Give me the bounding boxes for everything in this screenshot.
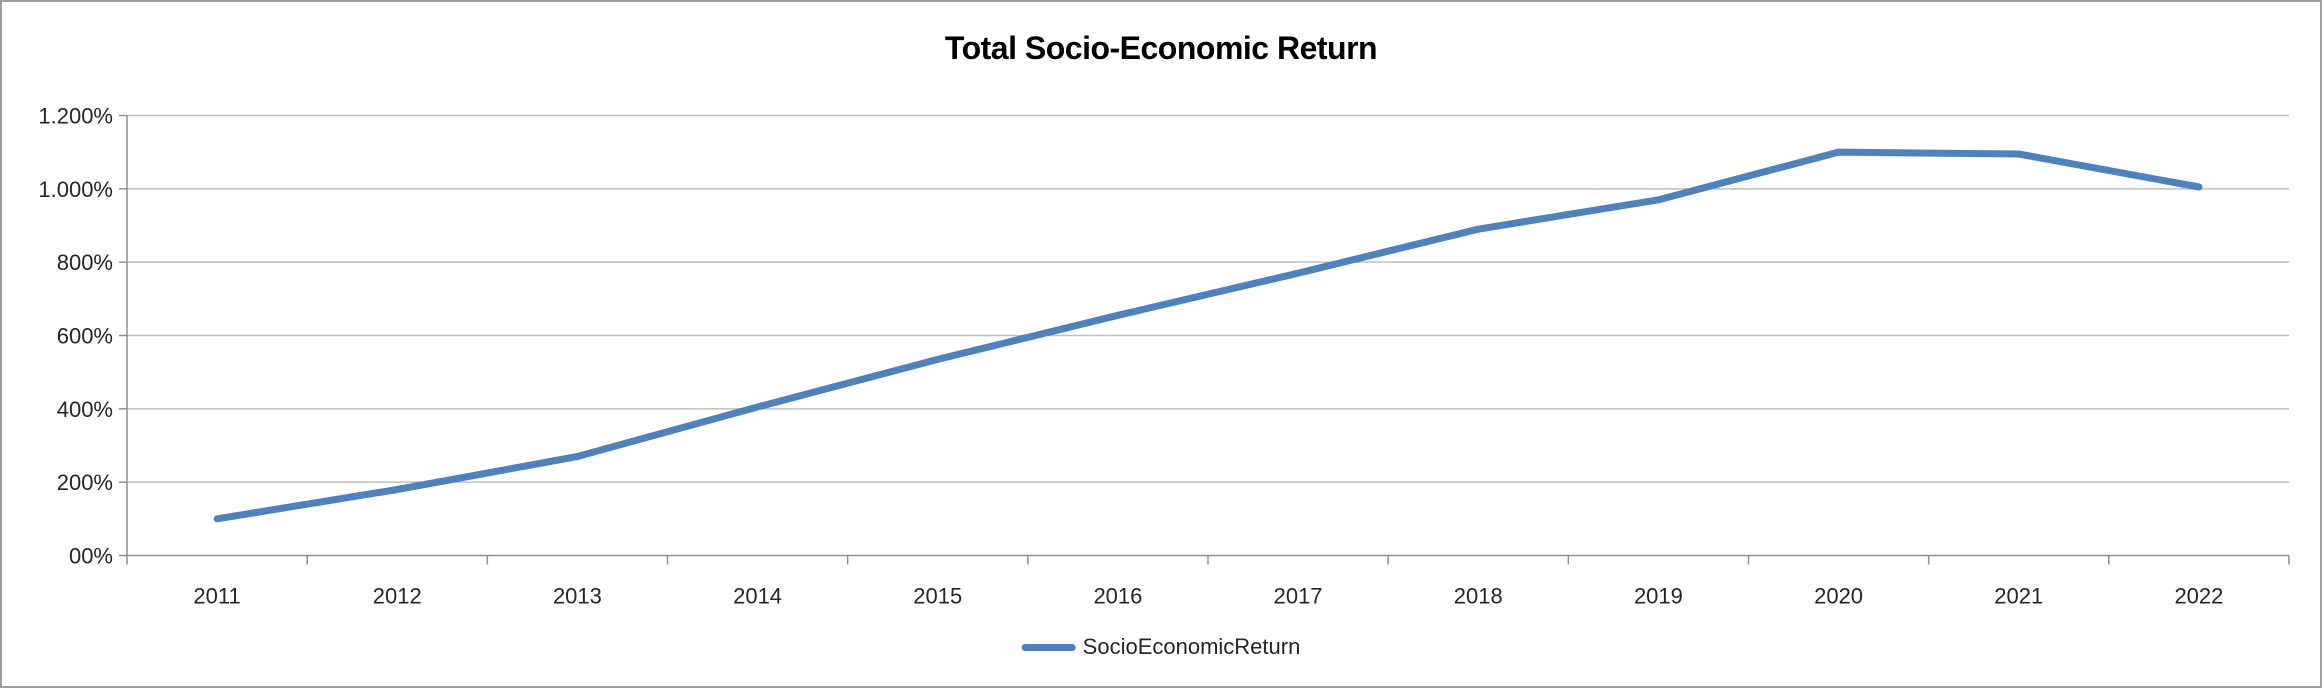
y-tick-label: 00% bbox=[69, 544, 113, 569]
legend-line-swatch bbox=[1021, 643, 1076, 651]
y-tick-label: 600% bbox=[57, 324, 113, 349]
legend: SocioEconomicReturn bbox=[1021, 634, 1301, 660]
series-line-socioeconomicreturn bbox=[213, 148, 2203, 523]
x-tick-label: 2019 bbox=[1634, 584, 1683, 609]
x-tick-label: 2014 bbox=[733, 584, 782, 609]
x-tick-label: 2015 bbox=[913, 584, 962, 609]
x-tick-label: 2018 bbox=[1454, 584, 1503, 609]
x-tick-label: 2017 bbox=[1274, 584, 1323, 609]
x-tick-label: 2012 bbox=[373, 584, 422, 609]
y-tick-label: 400% bbox=[57, 397, 113, 422]
legend-label: SocioEconomicReturn bbox=[1082, 634, 1301, 659]
y-tick-label: 200% bbox=[57, 470, 113, 495]
x-tick-label: 2011 bbox=[193, 584, 240, 609]
y-tick-label: 1.200% bbox=[38, 104, 113, 129]
x-tick-label: 2021 bbox=[1994, 584, 2043, 609]
y-tick-label: 800% bbox=[57, 250, 113, 275]
x-tick-label: 2016 bbox=[1093, 584, 1142, 609]
x-tick-label: 2020 bbox=[1814, 584, 1863, 609]
x-tick-label: 2022 bbox=[2174, 584, 2223, 609]
y-tick-label: 1.000% bbox=[38, 177, 113, 202]
chart-title: Total Socio-Economic Return bbox=[944, 30, 1378, 66]
x-tick-label: 2013 bbox=[553, 584, 602, 609]
